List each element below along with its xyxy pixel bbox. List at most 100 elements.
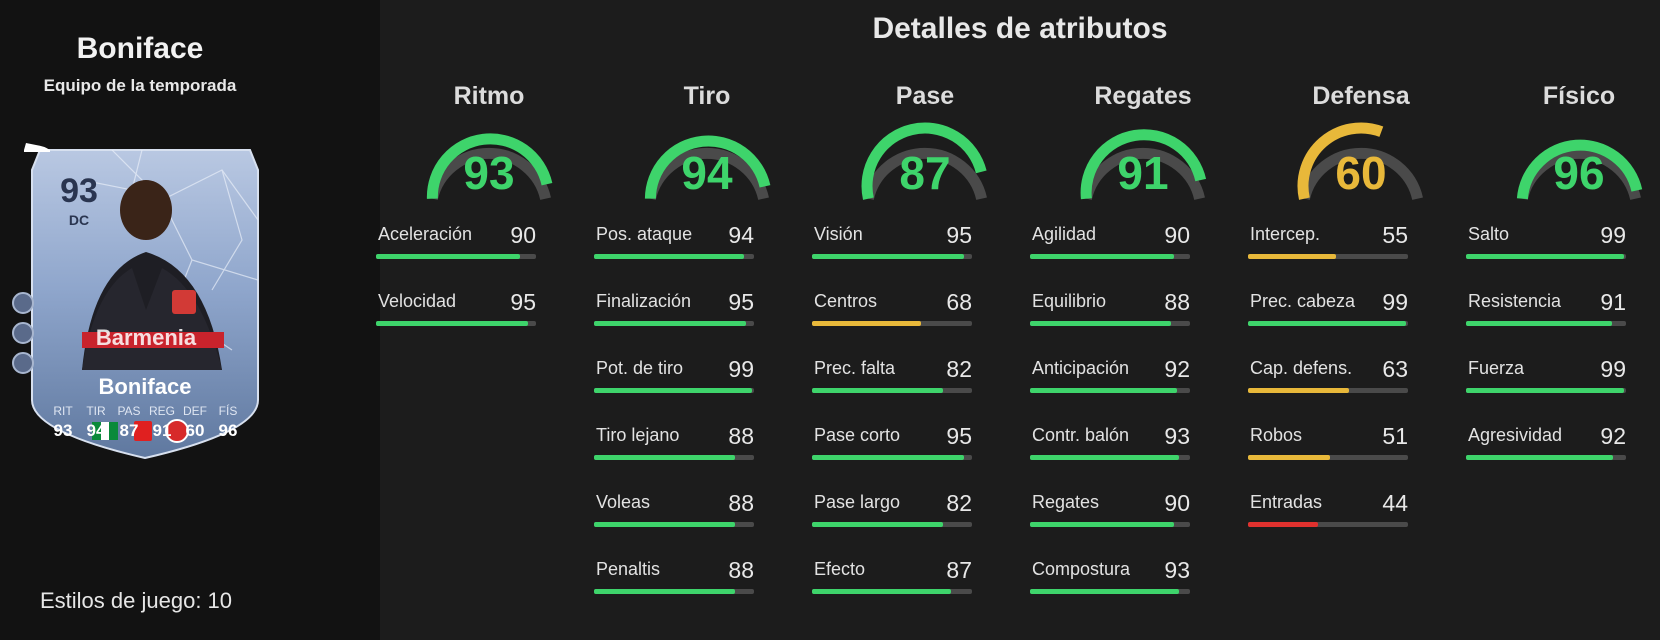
attribute-row[interactable]: Equilibrio 88 xyxy=(1030,289,1190,329)
attribute-row[interactable]: Resistencia 91 xyxy=(1466,289,1626,329)
attribute-value: 99 xyxy=(1382,289,1408,315)
attribute-row[interactable]: Velocidad 95 xyxy=(376,289,536,329)
attribute-bar-track xyxy=(1030,589,1190,594)
player-name: Boniface xyxy=(76,32,204,65)
attribute-name: Tiro lejano xyxy=(596,425,680,445)
attribute-row[interactable]: Penaltis 88 xyxy=(594,557,754,597)
attribute-bar-track xyxy=(1030,388,1190,393)
playstyle-badge-icon[interactable] xyxy=(12,352,34,374)
player-image xyxy=(82,180,224,370)
playstyles-count[interactable]: Estilos de juego: 10 xyxy=(40,588,233,613)
category-title: Tiro xyxy=(683,82,731,110)
attribute-bar-fill xyxy=(1248,254,1336,259)
attribute-row[interactable]: Intercep. 55 xyxy=(1248,222,1408,262)
gauge-fill xyxy=(861,122,987,200)
attribute-name: Visión xyxy=(814,224,863,244)
attribute-row[interactable]: Pot. de tiro 99 xyxy=(594,356,754,396)
player-card[interactable]: Barmenia 93 DC Boniface RIT 93 TIR 94 PAS 87 R… xyxy=(22,140,268,470)
card-stat-value: 87 xyxy=(119,421,139,440)
attribute-row[interactable]: Pos. ataque 94 xyxy=(594,222,754,262)
attribute-name: Regates xyxy=(1032,492,1100,512)
attribute-row[interactable]: Contr. balón 93 xyxy=(1030,423,1190,463)
attribute-bar-fill xyxy=(812,589,952,594)
attribute-bar-track xyxy=(1030,254,1190,259)
attribute-bar-track xyxy=(812,254,972,259)
attribute-row[interactable]: Prec. falta 82 xyxy=(812,356,972,396)
playstyle-badge-icon[interactable] xyxy=(12,322,34,344)
category-title: Físico xyxy=(1542,82,1616,110)
attribute-name: Prec. falta xyxy=(814,358,896,378)
attribute-bar-fill xyxy=(1248,321,1407,326)
attribute-row[interactable]: Pase corto 95 xyxy=(812,423,972,463)
attribute-bar-fill xyxy=(1248,522,1319,527)
attribute-row[interactable]: Anticipación 92 xyxy=(1030,356,1190,396)
card-stat-def: DEF 60 xyxy=(180,404,210,441)
club-logo-icon xyxy=(165,419,189,443)
attribute-bar-track xyxy=(1248,254,1408,259)
attribute-bar-track xyxy=(812,522,972,527)
attribute-value: 55 xyxy=(1382,222,1408,248)
attribute-bar-fill xyxy=(812,388,944,393)
attribute-value: 87 xyxy=(946,557,972,583)
attribute-name: Compostura xyxy=(1032,559,1131,579)
attribute-bar-track xyxy=(376,254,536,259)
attribute-bar-track xyxy=(1466,388,1626,393)
attribute-bar-track xyxy=(1248,522,1408,527)
attribute-row[interactable]: Entradas 44 xyxy=(1248,490,1408,530)
attribute-value: 92 xyxy=(1164,356,1190,382)
attribute-value: 93 xyxy=(1164,423,1190,449)
attribute-bar-track xyxy=(594,321,754,326)
card-stat-value: 94 xyxy=(86,421,106,440)
attribute-bar-fill xyxy=(1030,455,1179,460)
attribute-bar-fill xyxy=(376,321,528,326)
league-logo-icon xyxy=(134,421,152,441)
attribute-row[interactable]: Efecto 87 xyxy=(812,557,972,597)
category-title: Ritmo xyxy=(453,82,525,110)
card-stat-label: REG xyxy=(148,404,175,418)
attribute-bar-track xyxy=(1248,455,1408,460)
attribute-row[interactable]: Voleas 88 xyxy=(594,490,754,530)
attribute-bar-fill xyxy=(594,254,745,259)
attribute-name: Prec. cabeza xyxy=(1250,291,1356,311)
attribute-details-title: Detalles de atributos xyxy=(872,12,1168,45)
attribute-bar-track xyxy=(1466,455,1626,460)
gauge-track xyxy=(863,147,987,200)
attribute-row[interactable]: Regates 90 xyxy=(1030,490,1190,530)
attribute-bar-fill xyxy=(1030,254,1174,259)
attribute-bar-fill xyxy=(1030,589,1179,594)
card-stat-value: 93 xyxy=(53,421,73,440)
attribute-row[interactable]: Aceleración 90 xyxy=(376,222,536,262)
attribute-row[interactable]: Visión 95 xyxy=(812,222,972,262)
gauge-fill xyxy=(1297,122,1384,200)
playstyle-badge-icon[interactable] xyxy=(12,292,34,314)
attribute-name: Pase largo xyxy=(814,492,901,512)
attribute-bar-fill xyxy=(594,589,735,594)
attribute-row[interactable]: Agilidad 90 xyxy=(1030,222,1190,262)
attribute-value: 88 xyxy=(728,423,754,449)
attribute-bar-track xyxy=(594,254,754,259)
category-rating: 60 xyxy=(1335,147,1387,199)
attribute-value: 63 xyxy=(1382,356,1408,382)
attribute-row[interactable]: Fuerza 99 xyxy=(1466,356,1626,396)
attribute-row[interactable]: Cap. defens. 63 xyxy=(1248,356,1408,396)
attribute-bar-fill xyxy=(1030,388,1178,393)
card-player-name: Boniface xyxy=(98,374,192,399)
attribute-name: Velocidad xyxy=(378,291,457,311)
attribute-bar-fill xyxy=(594,388,753,393)
attribute-row[interactable]: Salto 99 xyxy=(1466,222,1626,262)
attribute-row[interactable]: Prec. cabeza 99 xyxy=(1248,289,1408,329)
attribute-row[interactable]: Agresividad 92 xyxy=(1466,423,1626,463)
card-stat-value: 60 xyxy=(185,421,205,440)
card-stat-label: FÍS xyxy=(218,404,238,418)
attribute-row[interactable]: Centros 68 xyxy=(812,289,972,329)
attribute-row[interactable]: Finalización 95 xyxy=(594,289,754,329)
card-stat-tir: TIR 94 xyxy=(81,404,111,441)
attribute-row[interactable]: Pase largo 82 xyxy=(812,490,972,530)
attribute-row[interactable]: Compostura 93 xyxy=(1030,557,1190,597)
attribute-row[interactable]: Tiro lejano 88 xyxy=(594,423,754,463)
attribute-value: 95 xyxy=(728,289,754,315)
card-background: Barmenia xyxy=(31,149,259,460)
attribute-name: Pos. ataque xyxy=(596,224,693,244)
attribute-value: 82 xyxy=(946,490,972,516)
attribute-row[interactable]: Robos 51 xyxy=(1248,423,1408,463)
